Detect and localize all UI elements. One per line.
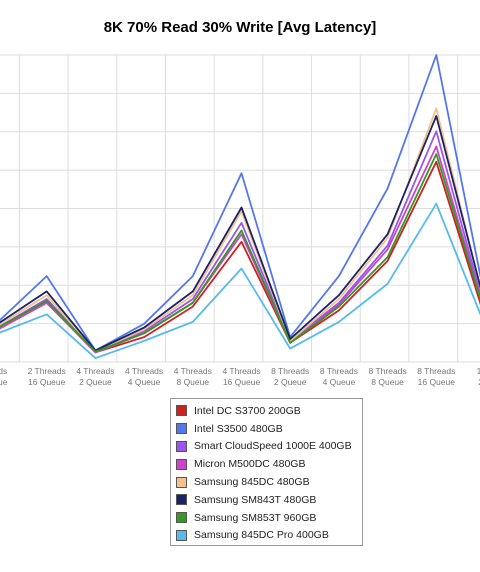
- series-line-8: [0, 202, 480, 360]
- legend-swatch: [176, 494, 187, 506]
- legend-label: Smart CloudSpeed 1000E 400GB: [194, 440, 352, 453]
- x-tick-label: 4 Threads 16 Queue: [222, 366, 260, 387]
- x-tick-label: 2 Threads 16 Queue: [28, 366, 66, 387]
- legend-item: Intel S3500 480GB: [176, 420, 362, 438]
- x-tick-label: 4 Threads 4 Queue: [125, 366, 163, 387]
- x-tick-label: 8 Threads 8 Queue: [369, 366, 407, 387]
- x-tick-label: 4 Threads 8 Queue: [174, 366, 212, 387]
- legend-label: Samsung SM853T 960GB: [194, 511, 317, 524]
- legend-swatch: [176, 423, 187, 435]
- x-tick-label: 8 Threads 4 Queue: [320, 366, 358, 387]
- x-tick-label: eadsueue: [0, 366, 8, 387]
- legend-label: Samsung 845DC Pro 400GB: [194, 529, 329, 542]
- x-tick-label: 4 Threads 2 Queue: [76, 366, 114, 387]
- x-tick-label: 8 Threads 16 Queue: [417, 366, 455, 387]
- legend-item: Samsung SM843T 480GB: [176, 491, 362, 509]
- x-tick-label: 16 T2 C: [477, 366, 480, 387]
- legend-swatch: [176, 529, 187, 541]
- series-line-2: [0, 54, 480, 352]
- legend-label: Intel S3500 480GB: [194, 422, 283, 435]
- legend-item: Intel DC S3700 200GB: [176, 402, 362, 420]
- series-line-6: [0, 115, 480, 352]
- chart-title: 8K 70% Read 30% Write [Avg Latency]: [103, 19, 377, 36]
- legend-swatch: [176, 476, 187, 488]
- legend-item: Samsung SM853T 960GB: [176, 509, 362, 527]
- legend-swatch: [176, 405, 187, 417]
- x-tick-label: 8 Threads 2 Queue: [271, 366, 309, 387]
- series-lines: [0, 54, 480, 360]
- legend-label: Samsung 845DC 480GB: [194, 476, 310, 489]
- series-line-7: [0, 153, 480, 353]
- series-line-3: [0, 130, 480, 353]
- legend-label: Intel DC S3700 200GB: [194, 404, 301, 417]
- legend-item: Samsung 845DC 480GB: [176, 473, 362, 491]
- legend-swatch: [176, 512, 187, 524]
- legend-item: Samsung 845DC Pro 400GB: [176, 527, 362, 545]
- legend-item: Smart CloudSpeed 1000E 400GB: [176, 438, 362, 456]
- chart-legend: Intel DC S3700 200GB Intel S3500 480GB Sma…: [170, 398, 363, 546]
- legend-label: Samsung SM843T 480GB: [194, 493, 317, 506]
- legend-label: Micron M500DC 480GB: [194, 458, 306, 471]
- legend-item: Micron M500DC 480GB: [176, 455, 362, 473]
- legend-swatch: [176, 440, 187, 452]
- legend-swatch: [176, 458, 187, 470]
